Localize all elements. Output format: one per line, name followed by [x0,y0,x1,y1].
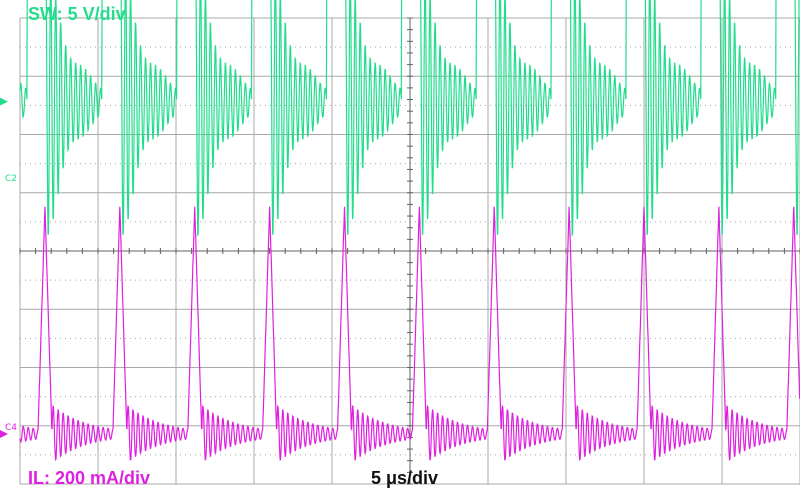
time-scale-label: 5 μs/div [371,468,439,488]
c4-channel-marker: C4 [5,423,18,433]
traces [0,0,800,461]
sw-ground-marker [0,97,8,106]
il-ground-marker [0,430,8,438]
sw-channel-label: SW: 5 V/div [28,4,126,24]
sw-trace [19,0,800,237]
il-channel-label: IL: 200 mA/div [28,468,151,488]
c2-channel-marker: C2 [5,174,18,184]
il-trace [19,206,800,461]
